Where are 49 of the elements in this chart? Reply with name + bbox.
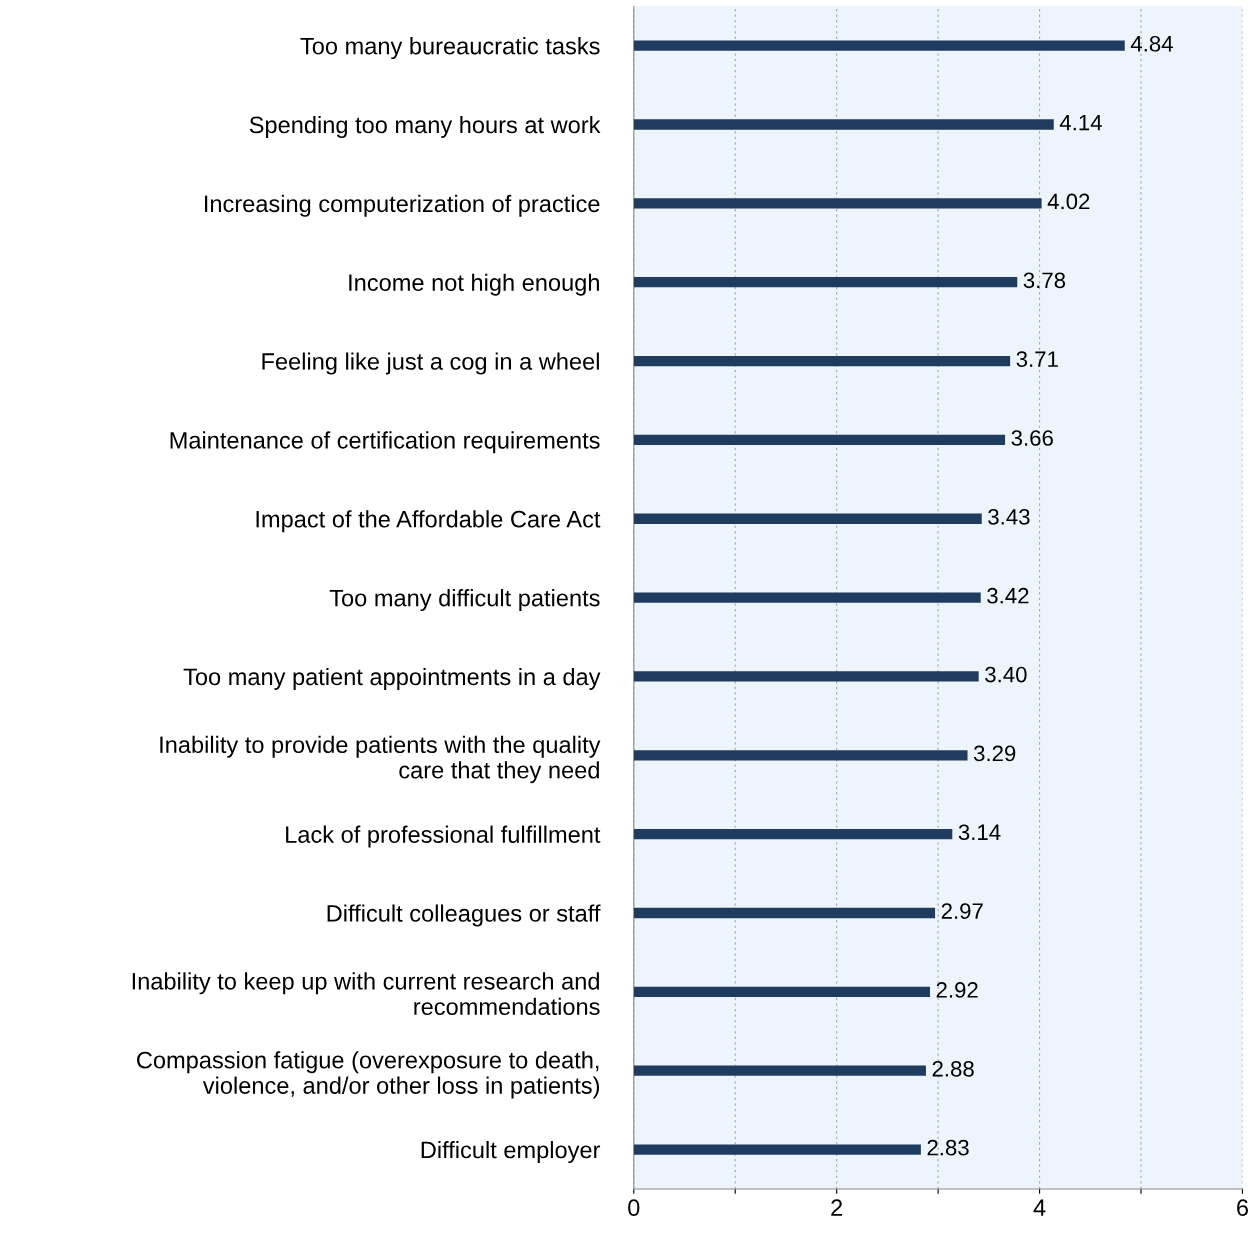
bar (633, 1065, 926, 1076)
data-label: 2.92 (936, 982, 978, 998)
data-label: 2.83 (927, 1139, 969, 1156)
data-label: 3.29 (973, 745, 1016, 762)
data-label: 3.40 (985, 666, 1027, 683)
y-tick-label: Difficult employer (421, 1140, 601, 1163)
x-tick-label: 6 (1237, 1199, 1248, 1217)
bar (633, 1144, 921, 1155)
y-tick-label: Impact of the Affordable Care Act (256, 510, 601, 533)
bar (633, 119, 1054, 130)
data-label: 3.43 (988, 508, 1030, 525)
bar (633, 907, 936, 919)
y-tick-label: Compassion fatigue (overexposure to death, violence, and/or other loss in patients) (137, 1051, 599, 1099)
bar (633, 355, 1011, 367)
y-tick-label: Too many difficult patients (329, 589, 600, 612)
x-tick-label: 0 (628, 1199, 640, 1217)
bar (633, 829, 953, 840)
bar (633, 750, 968, 761)
data-label: 3.78 (1023, 272, 1066, 289)
bar (633, 434, 1006, 446)
data-label: 4.14 (1059, 114, 1102, 131)
data-label: 2.88 (932, 1060, 974, 1077)
y-tick-label: Inability to provide patients with the quality care that they need (160, 735, 601, 784)
bar (633, 671, 979, 682)
bar (633, 986, 930, 997)
bar (633, 592, 981, 603)
x-tick-label: 2 (831, 1199, 843, 1216)
data-label: 3.42 (987, 587, 1029, 604)
bar (633, 198, 1042, 209)
y-tick-label: Maintenance of certification requirements (170, 431, 600, 454)
bar (633, 277, 1018, 288)
data-label: 4.02 (1047, 193, 1090, 210)
y-tick-label: Income not high enough (349, 273, 599, 296)
y-tick-label: Difficult colleagues or staff (327, 904, 601, 927)
y-tick-label: Lack of professional fulfillment (286, 825, 601, 848)
y-tick-label: Feeling like just a cog in a wheel (262, 352, 599, 375)
bar (633, 513, 982, 524)
data-label: 3.14 (958, 824, 1001, 841)
y-tick-label: Increasing computerization of practice (205, 194, 600, 217)
y-tick-label: Too many patient appointments in a day (183, 667, 601, 690)
y-tick-label: Too many bureaucratic tasks (300, 37, 600, 60)
bar (633, 40, 1125, 51)
data-label: 3.71 (1016, 351, 1058, 368)
y-tick-label: Inability to keep up with current research and recommendations (132, 972, 600, 1016)
x-tick-label: 4 (1033, 1199, 1046, 1216)
y-tick-label: Spending too many hours at work (249, 115, 601, 138)
data-label: 3.66 (1011, 430, 1053, 446)
data-label: 2.97 (941, 903, 983, 919)
data-label: 4.84 (1130, 35, 1173, 52)
